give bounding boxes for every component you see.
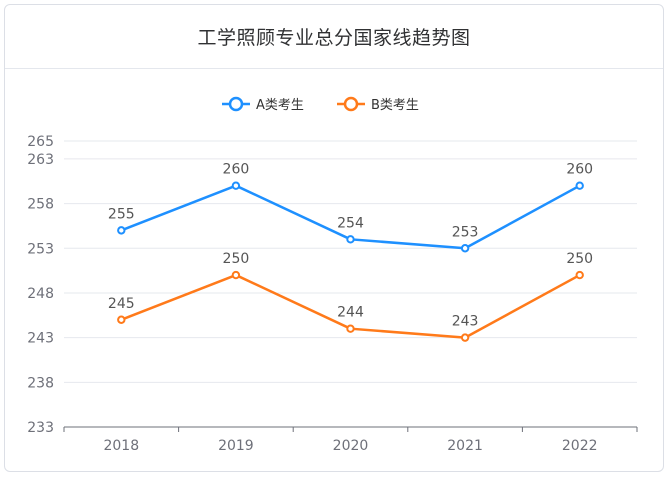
- data-point: [460, 333, 470, 342]
- data-point: [117, 315, 126, 324]
- data-label: 250: [566, 251, 593, 267]
- chart-title: 工学照顾专业总分国家线趋势图: [197, 27, 471, 49]
- legend-item-2: B类考生: [337, 96, 419, 113]
- data-label: 245: [108, 296, 135, 312]
- y-tick-label-265: 265: [27, 134, 54, 150]
- data-label: 260: [566, 162, 593, 178]
- x-tick-label-2021: 2021: [447, 438, 483, 454]
- data-label: 250: [223, 251, 250, 267]
- data-label: 253: [452, 224, 479, 240]
- data-point: [117, 226, 126, 235]
- series-group: 255 260 254 253 260 245 250 244 243 250: [108, 162, 593, 342]
- x-tick-label-2018: 2018: [103, 438, 139, 454]
- data-point: [460, 244, 470, 253]
- data-point: [575, 270, 584, 280]
- y-tick-label-263: 263: [27, 152, 54, 168]
- series-1: 255 260 254 253 260: [108, 162, 593, 253]
- data-point: [346, 324, 355, 333]
- y-axis: 233 238 243 248 253 258 263 265: [27, 134, 54, 436]
- y-tick-label-253: 253: [27, 241, 54, 257]
- data-point: [346, 235, 355, 244]
- y-tick-label-238: 238: [27, 375, 54, 391]
- legend-label: A类考生: [256, 98, 304, 113]
- y-tick-label-243: 243: [27, 331, 54, 347]
- y-tick-label-258: 258: [27, 197, 54, 213]
- grid-lines: [64, 140, 637, 383]
- x-axis: 2018 2019 2020 2021 2022: [63, 426, 638, 454]
- legend-marker: [228, 96, 244, 112]
- y-tick-label-248: 248: [27, 286, 54, 302]
- series-2: 245 250 244 243 250: [108, 251, 593, 342]
- legend-item-1: A类考生: [222, 96, 304, 113]
- data-label: 254: [337, 215, 364, 231]
- data-label: 243: [452, 314, 479, 330]
- y-tick-label-233: 233: [27, 420, 54, 436]
- data-point: [231, 270, 241, 280]
- data-label: 255: [108, 206, 135, 222]
- x-tick-label-2022: 2022: [562, 438, 598, 454]
- chart-card: 工学照顾专业总分国家线趋势图: [4, 4, 664, 472]
- card-header: 工学照顾专业总分国家线趋势图: [5, 5, 663, 69]
- legend-label: B类考生: [371, 98, 419, 113]
- data-label: 244: [337, 305, 364, 321]
- x-tick-label-2019: 2019: [218, 438, 254, 454]
- x-tick-label-2020: 2020: [333, 438, 369, 454]
- data-point: [575, 181, 584, 190]
- data-label: 260: [223, 162, 250, 178]
- legend: A类考生 B类考生: [222, 96, 419, 113]
- data-point: [231, 181, 241, 190]
- legend-marker: [343, 96, 359, 112]
